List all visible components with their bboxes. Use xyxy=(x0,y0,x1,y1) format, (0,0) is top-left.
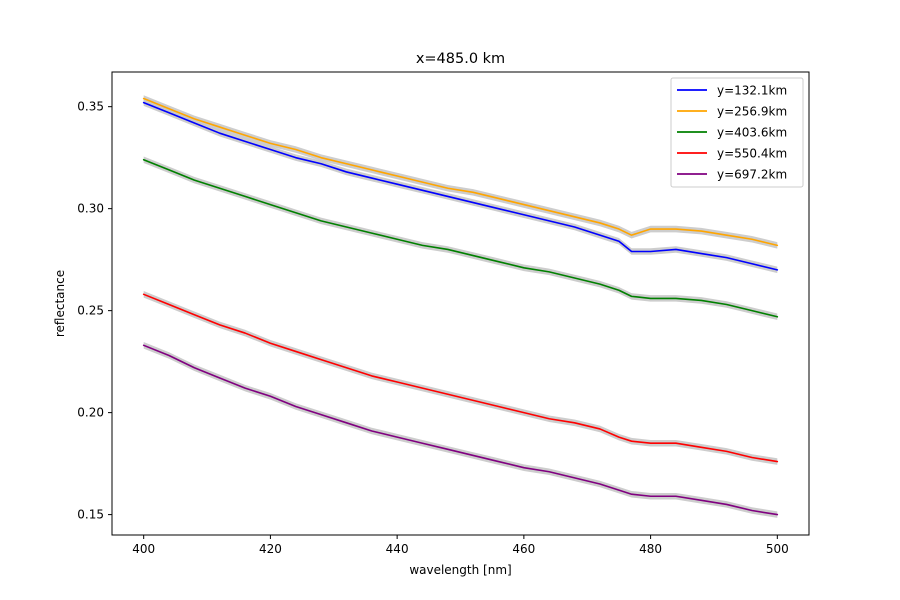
series-line-3 xyxy=(142,158,779,318)
legend-label-5: y=697.2km xyxy=(717,168,787,182)
x-tick-label: 500 xyxy=(766,542,789,556)
x-tick-label: 400 xyxy=(132,542,155,556)
legend-label-1: y=132.1km xyxy=(717,84,787,98)
y-tick-label: 0.30 xyxy=(77,202,104,216)
x-tick-label: 460 xyxy=(512,542,535,556)
y-axis-label: reflectance xyxy=(53,270,67,337)
series-band-3 xyxy=(143,156,778,321)
series-lines xyxy=(142,97,779,516)
series-line-1 xyxy=(142,101,779,271)
legend: y=132.1km y=256.9km y=403.6km y=550.4km y=69… xyxy=(670,77,804,188)
series-band-5 xyxy=(143,342,778,518)
series-line-5 xyxy=(142,344,779,516)
series-band-4 xyxy=(143,291,778,465)
y-tick-label: 0.20 xyxy=(77,406,104,420)
legend-label-4: y=550.4km xyxy=(717,147,787,161)
y-tick-label: 0.25 xyxy=(77,304,104,318)
legend-box xyxy=(670,77,804,188)
chart-title: x=485.0 km xyxy=(416,51,505,67)
x-axis: 400 420 440 460 480 500 xyxy=(132,535,789,556)
x-tick-label: 480 xyxy=(639,542,662,556)
legend-label-3: y=403.6km xyxy=(717,126,787,140)
y-axis: 0.15 0.20 0.25 0.30 0.35 xyxy=(77,100,112,522)
series-line-4 xyxy=(142,293,779,463)
plot-frame xyxy=(111,71,810,536)
x-tick-label: 440 xyxy=(386,542,409,556)
x-tick-label: 420 xyxy=(259,542,282,556)
y-tick-label: 0.35 xyxy=(77,100,104,114)
series-line-2 xyxy=(142,97,779,247)
y-tick-label: 0.15 xyxy=(77,508,104,522)
x-axis-label: wavelength [nm] xyxy=(409,563,511,577)
legend-label-2: y=256.9km xyxy=(717,105,787,119)
